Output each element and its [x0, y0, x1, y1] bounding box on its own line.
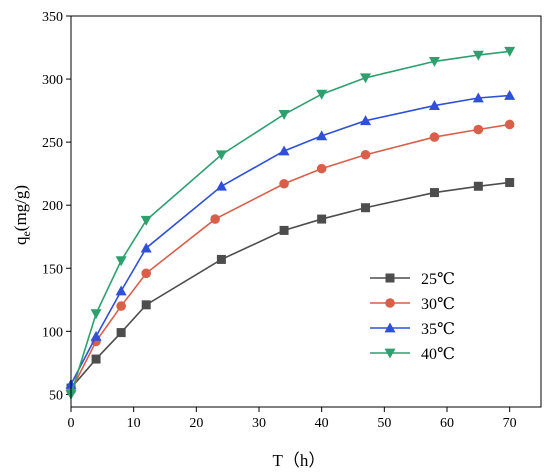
data-point: [360, 73, 372, 84]
data-point: [140, 215, 152, 226]
data-point: [429, 188, 439, 198]
legend-item: 30℃: [370, 296, 455, 313]
data-point: [115, 256, 127, 267]
x-tick-label: 70: [503, 416, 517, 431]
data-point: [316, 130, 328, 141]
y-tick-label: 300: [42, 73, 63, 88]
data-point: [278, 109, 290, 120]
plot-frame: [70, 15, 542, 408]
x-tick-label: 10: [127, 416, 141, 431]
legend-marker: [384, 322, 396, 333]
data-point: [90, 330, 102, 341]
legend-label: 30℃: [421, 296, 455, 313]
legend-label: 25℃: [421, 271, 455, 288]
y-tick-label: 350: [42, 10, 63, 25]
x-tick-label: 40: [315, 416, 329, 431]
series-line: [70, 94, 510, 385]
data-point: [428, 100, 440, 110]
legend-item: 25℃: [370, 271, 455, 288]
legend-label: 35℃: [421, 321, 455, 338]
y-axis-title-units: (mg/g): [11, 185, 30, 231]
legend-item: 35℃: [370, 321, 455, 338]
data-point: [473, 124, 484, 135]
data-point: [504, 119, 515, 130]
data-point: [428, 57, 440, 67]
data-point: [141, 300, 151, 310]
data-point: [215, 150, 227, 161]
data-point: [360, 115, 372, 126]
data-point: [279, 178, 289, 189]
data-point: [90, 309, 102, 320]
data-point: [360, 149, 371, 160]
x-axis-title: T（h）: [273, 451, 326, 470]
x-tick-label: 50: [377, 416, 391, 431]
series-layer: [65, 46, 516, 400]
ticks-layer: 0 10 20 30 40 50 60 70 50 100 150 200 250 300 350: [42, 10, 517, 431]
data-point: [279, 225, 289, 235]
data-point: [316, 89, 328, 100]
series-3: [65, 46, 516, 400]
data-point: [141, 268, 151, 279]
x-tick-label: 60: [440, 416, 454, 431]
data-point: [361, 203, 371, 213]
y-tick-label: 50: [49, 388, 63, 403]
data-point: [215, 180, 227, 191]
data-point: [317, 214, 327, 224]
data-point: [473, 181, 483, 191]
data-point: [216, 254, 226, 264]
y-axis-title-subscript: e: [19, 231, 33, 236]
legend-marker: [384, 348, 396, 359]
x-tick-label: 30: [252, 416, 266, 431]
x-tick-label: 0: [68, 416, 75, 431]
data-point: [429, 132, 440, 142]
y-tick-label: 250: [42, 136, 63, 151]
legend-marker: [385, 298, 395, 308]
data-point: [472, 50, 484, 61]
data-point: [140, 242, 152, 253]
data-point: [504, 89, 516, 100]
series-line: [70, 50, 510, 395]
y-axis-title: qe(mg/g): [11, 185, 33, 245]
y-tick-label: 200: [42, 199, 63, 214]
data-point: [505, 177, 515, 187]
y-axis-title-q: q: [11, 236, 30, 245]
data-point: [278, 145, 290, 156]
legend-label: 40℃: [421, 346, 455, 363]
legend: 25℃ 30℃ 35℃ 40℃: [370, 271, 455, 363]
data-point: [116, 301, 126, 311]
x-tick-label: 20: [189, 416, 203, 431]
data-point: [316, 163, 327, 174]
data-point: [91, 354, 101, 364]
y-tick-label: 100: [42, 325, 63, 340]
data-point: [116, 328, 126, 338]
y-tick-label: 150: [42, 262, 63, 277]
data-point: [504, 46, 516, 57]
legend-item: 40℃: [370, 346, 455, 363]
data-point: [210, 214, 220, 224]
data-point: [115, 285, 127, 296]
legend-marker: [385, 273, 395, 283]
data-point: [472, 92, 484, 103]
